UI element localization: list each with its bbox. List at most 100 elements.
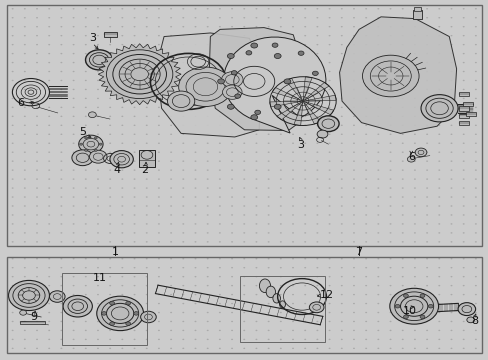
Circle shape	[206, 26, 208, 27]
Circle shape	[365, 285, 366, 286]
Circle shape	[97, 258, 99, 260]
Circle shape	[158, 339, 160, 340]
Circle shape	[84, 35, 86, 36]
Circle shape	[84, 294, 86, 295]
Circle shape	[99, 143, 102, 145]
Circle shape	[121, 62, 123, 63]
Ellipse shape	[272, 294, 280, 303]
Circle shape	[206, 232, 208, 234]
Circle shape	[219, 330, 221, 331]
Circle shape	[474, 223, 476, 225]
Circle shape	[12, 53, 14, 54]
Circle shape	[73, 107, 74, 108]
Circle shape	[298, 51, 304, 55]
Circle shape	[437, 187, 439, 189]
Circle shape	[352, 80, 354, 81]
Circle shape	[377, 285, 379, 286]
Circle shape	[231, 80, 233, 81]
Circle shape	[231, 312, 233, 313]
Circle shape	[365, 330, 366, 331]
Circle shape	[462, 44, 464, 45]
Circle shape	[449, 170, 451, 171]
Circle shape	[413, 152, 415, 153]
Circle shape	[206, 44, 208, 45]
Circle shape	[413, 285, 415, 286]
Circle shape	[24, 232, 26, 234]
Circle shape	[377, 196, 379, 198]
Circle shape	[36, 170, 38, 171]
Circle shape	[316, 348, 318, 349]
Circle shape	[377, 232, 379, 234]
Circle shape	[340, 161, 342, 162]
Circle shape	[462, 116, 464, 117]
Circle shape	[377, 152, 379, 153]
Circle shape	[24, 62, 26, 63]
Circle shape	[365, 62, 366, 63]
Circle shape	[48, 330, 50, 331]
Circle shape	[73, 232, 74, 234]
Circle shape	[449, 35, 451, 36]
Circle shape	[182, 330, 184, 331]
Circle shape	[73, 17, 74, 18]
Circle shape	[73, 285, 74, 286]
Circle shape	[255, 53, 257, 54]
Circle shape	[61, 303, 62, 304]
Circle shape	[243, 339, 244, 340]
Circle shape	[389, 17, 391, 18]
Circle shape	[243, 8, 244, 9]
Circle shape	[352, 143, 354, 144]
Circle shape	[328, 53, 330, 54]
Circle shape	[194, 98, 196, 99]
Circle shape	[462, 161, 464, 162]
Circle shape	[61, 71, 62, 72]
Circle shape	[474, 294, 476, 295]
Circle shape	[377, 161, 379, 162]
Circle shape	[36, 348, 38, 349]
Circle shape	[291, 276, 293, 277]
Text: 5: 5	[79, 127, 86, 136]
Circle shape	[182, 17, 184, 18]
Circle shape	[377, 17, 379, 18]
Circle shape	[245, 51, 251, 55]
Circle shape	[36, 71, 38, 72]
Circle shape	[284, 79, 290, 84]
Circle shape	[389, 258, 391, 260]
Circle shape	[437, 196, 439, 198]
Circle shape	[219, 107, 221, 108]
Circle shape	[255, 161, 257, 162]
Circle shape	[84, 71, 86, 72]
Circle shape	[12, 285, 14, 286]
Circle shape	[291, 339, 293, 340]
Circle shape	[36, 143, 38, 144]
Circle shape	[365, 187, 366, 189]
Circle shape	[267, 214, 269, 216]
Circle shape	[231, 134, 233, 135]
Circle shape	[425, 321, 427, 322]
Circle shape	[462, 258, 464, 260]
Circle shape	[474, 71, 476, 72]
Circle shape	[170, 339, 172, 340]
Circle shape	[401, 196, 403, 198]
Circle shape	[170, 187, 172, 189]
Circle shape	[365, 125, 366, 126]
Circle shape	[48, 8, 50, 9]
Circle shape	[158, 214, 160, 216]
Circle shape	[304, 143, 305, 144]
Circle shape	[316, 143, 318, 144]
Circle shape	[279, 8, 281, 9]
Circle shape	[243, 303, 244, 304]
Circle shape	[48, 312, 50, 313]
Circle shape	[365, 339, 366, 340]
Circle shape	[170, 179, 172, 180]
Circle shape	[279, 196, 281, 198]
Circle shape	[328, 152, 330, 153]
Circle shape	[267, 232, 269, 234]
Circle shape	[109, 35, 111, 36]
Circle shape	[61, 8, 62, 9]
Circle shape	[401, 267, 403, 269]
Circle shape	[97, 232, 99, 234]
Circle shape	[12, 80, 14, 81]
Circle shape	[255, 312, 257, 313]
Circle shape	[413, 35, 415, 36]
Text: 2: 2	[141, 165, 148, 175]
